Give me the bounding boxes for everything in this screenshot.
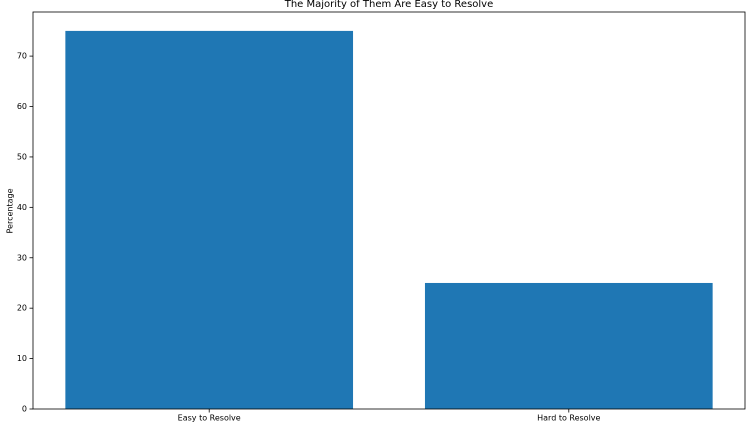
y-tick-label: 10	[17, 354, 27, 363]
y-tick-label: 40	[17, 203, 27, 212]
y-tick-label: 20	[17, 304, 27, 313]
x-tick-label: Hard to Resolve	[537, 414, 600, 422]
y-tick-label: 30	[17, 253, 27, 262]
bar	[424, 282, 713, 409]
chart-title: The Majority of Them Are Easy to Resolve	[284, 0, 494, 10]
bar	[65, 30, 354, 410]
x-tick-label: Easy to Resolve	[178, 414, 241, 422]
y-tick-label: 60	[17, 102, 27, 111]
y-tick-label: 0	[22, 405, 27, 414]
y-tick-label: 70	[17, 52, 27, 61]
y-tick-label: 50	[17, 152, 27, 161]
y-axis-label: Percentage	[6, 188, 15, 233]
axes-frame	[32, 11, 746, 410]
